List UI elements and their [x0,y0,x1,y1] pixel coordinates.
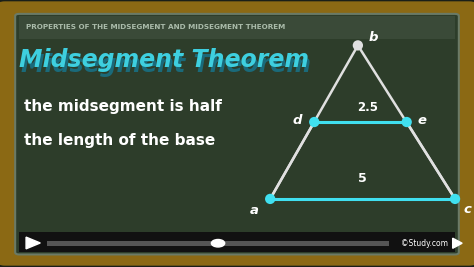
Text: the midsegment is half: the midsegment is half [24,99,221,114]
Text: e: e [417,114,426,127]
Text: b: b [368,32,378,44]
Polygon shape [26,237,40,249]
Point [451,197,459,201]
Bar [47,241,389,246]
Text: the length of the base: the length of the base [24,133,215,148]
Point [354,43,362,48]
Point [403,120,410,124]
Text: PROPERTIES OF THE MIDSEGMENT AND MIDSEGMENT THEOREM: PROPERTIES OF THE MIDSEGMENT AND MIDSEGM… [26,24,285,30]
Bar [19,232,455,252]
Text: Midsegment Theorem: Midsegment Theorem [19,48,309,72]
Text: c: c [464,203,472,216]
FancyBboxPatch shape [15,14,459,254]
Circle shape [211,239,225,247]
Text: ©Study.com: ©Study.com [401,239,448,248]
Text: 2.5: 2.5 [357,101,378,114]
Text: a: a [249,204,258,217]
Text: Midsegment Theorem: Midsegment Theorem [21,53,311,77]
Bar [19,16,455,39]
Point [310,120,318,124]
Text: 5: 5 [358,172,367,185]
Polygon shape [453,238,462,248]
Text: d: d [293,114,302,127]
Point [266,197,274,201]
